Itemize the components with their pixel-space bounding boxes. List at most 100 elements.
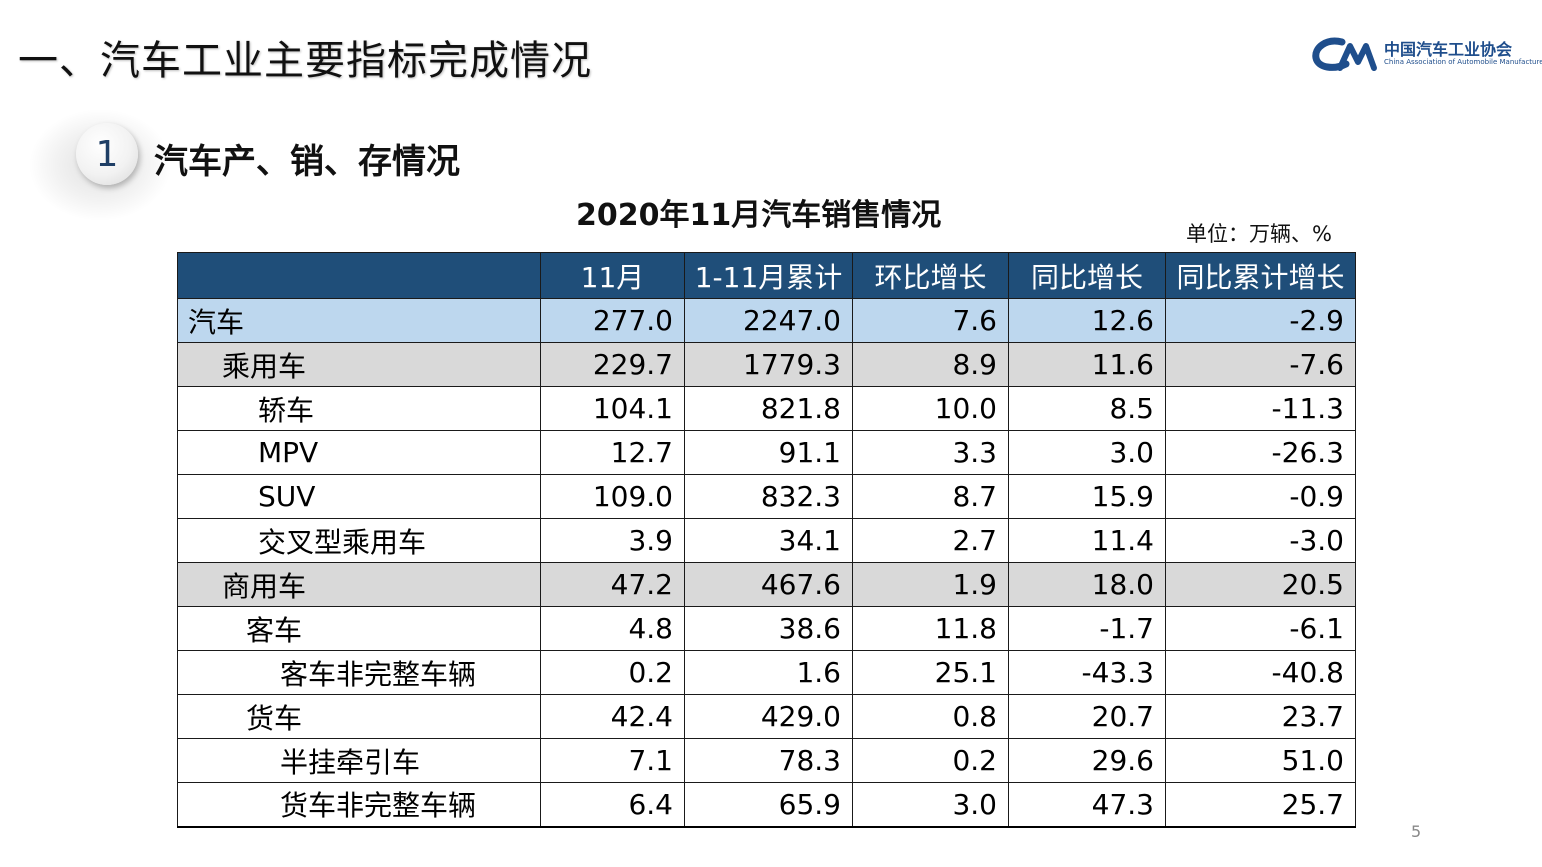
cell-month: 109.0: [540, 474, 685, 519]
cell-yoy: -1.7: [1008, 606, 1166, 651]
cell-month: 277.0: [540, 298, 685, 343]
logo-cn-name: 中国汽车工业协会: [1384, 40, 1513, 59]
cell-cumulative: 91.1: [684, 430, 853, 475]
cell-cumulative: 2247.0: [684, 298, 853, 343]
table-row: 客车 4.8 38.6 11.8 -1.7 -6.1: [177, 606, 1356, 651]
cell-yoy-cumulative: -3.0: [1165, 518, 1356, 563]
page-title: 一、汽车工业主要指标完成情况: [18, 38, 592, 84]
header-name: [177, 252, 541, 299]
table-header-row: 11月 1-11月累计 环比增长 同比增长 同比累计增长: [177, 252, 1356, 299]
table-row: 轿车 104.1 821.8 10.0 8.5 -11.3: [177, 386, 1356, 431]
cell-month: 3.9: [540, 518, 685, 563]
table-row: 交叉型乘用车 3.9 34.1 2.7 11.4 -3.0: [177, 518, 1356, 563]
row-name: 货车非完整车辆: [177, 782, 541, 828]
cell-cumulative: 38.6: [684, 606, 853, 651]
table-row: MPV 12.7 91.1 3.3 3.0 -26.3: [177, 430, 1356, 475]
sales-table: 11月 1-11月累计 环比增长 同比增长 同比累计增长 汽车 277.0 22…: [177, 252, 1356, 828]
caam-logo-icon: [1312, 37, 1377, 71]
header-yoy-cumulative-growth: 同比累计增长: [1165, 252, 1356, 299]
unit-note: 单位：万辆、%: [1186, 222, 1332, 246]
cell-yoy: 12.6: [1008, 298, 1166, 343]
cell-cumulative: 34.1: [684, 518, 853, 563]
header-month: 11月: [540, 252, 685, 299]
cell-mom: 11.8: [852, 606, 1009, 651]
cell-yoy: 29.6: [1008, 738, 1166, 783]
cell-cumulative: 832.3: [684, 474, 853, 519]
header-cumulative: 1-11月累计: [684, 252, 853, 299]
cell-mom: 7.6: [852, 298, 1009, 343]
cell-yoy-cumulative: -0.9: [1165, 474, 1356, 519]
row-name: MPV: [177, 430, 541, 475]
cell-mom: 0.2: [852, 738, 1009, 783]
cell-yoy: 20.7: [1008, 694, 1166, 739]
table-row: 货车 42.4 429.0 0.8 20.7 23.7: [177, 694, 1356, 739]
cell-month: 4.8: [540, 606, 685, 651]
cell-mom: 0.8: [852, 694, 1009, 739]
cell-month: 6.4: [540, 782, 685, 828]
cell-yoy: 8.5: [1008, 386, 1166, 431]
page-number: 5: [1411, 822, 1422, 841]
row-name: 商用车: [177, 562, 541, 607]
cell-month: 229.7: [540, 342, 685, 387]
row-name: 客车非完整车辆: [177, 650, 541, 695]
cell-yoy: 3.0: [1008, 430, 1166, 475]
cell-yoy: -43.3: [1008, 650, 1166, 695]
cell-cumulative: 821.8: [684, 386, 853, 431]
cell-cumulative: 1779.3: [684, 342, 853, 387]
row-name: 乘用车: [177, 342, 541, 387]
cell-yoy-cumulative: 51.0: [1165, 738, 1356, 783]
cell-mom: 3.0: [852, 782, 1009, 828]
cell-mom: 25.1: [852, 650, 1009, 695]
table-row: SUV 109.0 832.3 8.7 15.9 -0.9: [177, 474, 1356, 519]
cell-mom: 8.7: [852, 474, 1009, 519]
cell-yoy-cumulative: -2.9: [1165, 298, 1356, 343]
caam-logo: 中国汽车工业协会 China Association of Automobile…: [1312, 34, 1542, 74]
table-row: 半挂牵引车 7.1 78.3 0.2 29.6 51.0: [177, 738, 1356, 783]
cell-cumulative: 1.6: [684, 650, 853, 695]
table-row: 客车非完整车辆 0.2 1.6 25.1 -43.3 -40.8: [177, 650, 1356, 695]
table-row: 乘用车 229.7 1779.3 8.9 11.6 -7.6: [177, 342, 1356, 387]
cell-mom: 10.0: [852, 386, 1009, 431]
row-name: SUV: [177, 474, 541, 519]
cell-month: 47.2: [540, 562, 685, 607]
cell-yoy: 11.4: [1008, 518, 1166, 563]
cell-yoy-cumulative: -40.8: [1165, 650, 1356, 695]
row-name: 轿车: [177, 386, 541, 431]
cell-yoy-cumulative: 25.7: [1165, 782, 1356, 828]
cell-cumulative: 78.3: [684, 738, 853, 783]
cell-yoy: 11.6: [1008, 342, 1166, 387]
cell-mom: 3.3: [852, 430, 1009, 475]
cell-yoy-cumulative: -7.6: [1165, 342, 1356, 387]
cell-month: 104.1: [540, 386, 685, 431]
row-name: 交叉型乘用车: [177, 518, 541, 563]
section-number-badge: 1: [76, 123, 138, 185]
logo-en-name: China Association of Automobile Manufact…: [1384, 58, 1542, 66]
table-title: 2020年11月汽车销售情况: [576, 198, 942, 233]
cell-cumulative: 65.9: [684, 782, 853, 828]
cell-mom: 1.9: [852, 562, 1009, 607]
cell-yoy: 47.3: [1008, 782, 1166, 828]
row-name: 货车: [177, 694, 541, 739]
cell-yoy-cumulative: 23.7: [1165, 694, 1356, 739]
row-name: 客车: [177, 606, 541, 651]
cell-mom: 2.7: [852, 518, 1009, 563]
cell-yoy: 18.0: [1008, 562, 1166, 607]
section-title: 汽车产、销、存情况: [154, 142, 460, 182]
table-row: 商用车 47.2 467.6 1.9 18.0 20.5: [177, 562, 1356, 607]
cell-month: 0.2: [540, 650, 685, 695]
cell-mom: 8.9: [852, 342, 1009, 387]
cell-cumulative: 429.0: [684, 694, 853, 739]
cell-month: 42.4: [540, 694, 685, 739]
header-mom-growth: 环比增长: [852, 252, 1009, 299]
table-row: 货车非完整车辆 6.4 65.9 3.0 47.3 25.7: [177, 782, 1356, 828]
cell-yoy-cumulative: 20.5: [1165, 562, 1356, 607]
header-yoy-growth: 同比增长: [1008, 252, 1166, 299]
cell-yoy-cumulative: -26.3: [1165, 430, 1356, 475]
cell-month: 7.1: [540, 738, 685, 783]
cell-month: 12.7: [540, 430, 685, 475]
cell-yoy-cumulative: -6.1: [1165, 606, 1356, 651]
table-row: 汽车 277.0 2247.0 7.6 12.6 -2.9: [177, 298, 1356, 343]
cell-yoy-cumulative: -11.3: [1165, 386, 1356, 431]
row-name: 汽车: [177, 298, 541, 343]
cell-cumulative: 467.6: [684, 562, 853, 607]
